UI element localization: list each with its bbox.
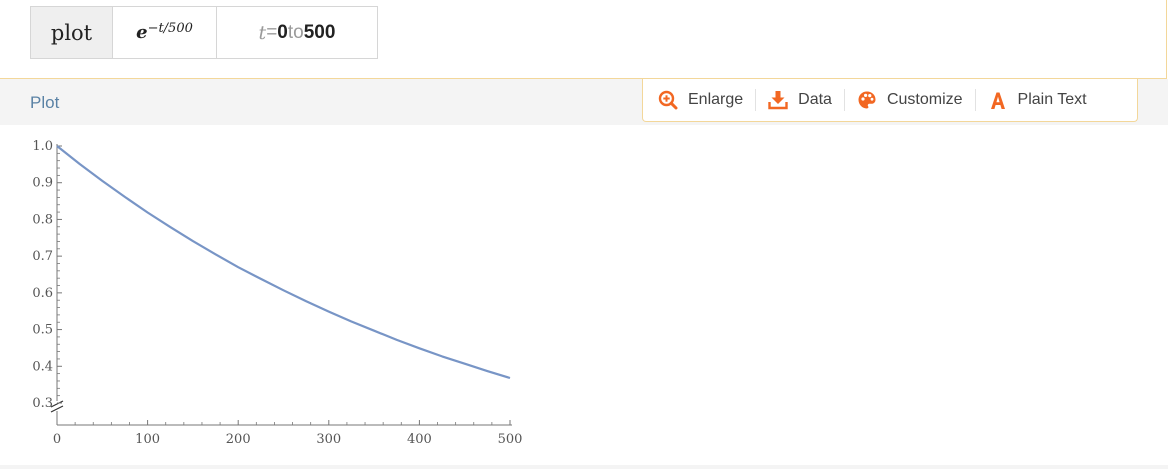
plain-text-label: Plain Text: [1017, 91, 1087, 108]
pod-border-top: [0, 78, 1167, 79]
customize-label: Customize: [886, 91, 963, 108]
x-tick-label: 0: [53, 432, 61, 447]
plot-area: 0.3 0.4 0.5 0.6 0.7 0.8 0.9 1.0 0 100 200 300 400 500: [0, 125, 1168, 465]
data-label: Data: [798, 91, 832, 108]
customize-button[interactable]: Customize: [845, 89, 976, 111]
range-to: 500: [303, 21, 336, 43]
input-interpretation: plot e −t/500 t = 0 to 500: [30, 6, 378, 59]
command-cell: plot: [31, 7, 113, 58]
function-base: e: [136, 22, 148, 43]
y-tick-label: 0.5: [32, 323, 53, 338]
y-tick-label: 0.7: [32, 249, 53, 264]
range-to-word: to: [287, 21, 304, 43]
zoom-in-icon: [658, 90, 678, 110]
function-exponent: −t/500: [147, 21, 193, 36]
axis-break-mark: [50, 405, 64, 413]
y-tick-label: 0.6: [32, 286, 53, 301]
range-cell: t = 0 to 500: [217, 7, 377, 58]
data-button[interactable]: Data: [756, 89, 845, 111]
data-series-line: [56, 145, 511, 380]
pod-border-right: [1166, 0, 1167, 79]
plain-text-button[interactable]: Plain Text: [976, 89, 1099, 111]
x-tick-label: 200: [226, 432, 251, 447]
command-label: plot: [50, 20, 93, 45]
axis-break-mark: [50, 400, 64, 408]
pod-title: Plot: [30, 93, 60, 112]
plot-chart: 0.3 0.4 0.5 0.6 0.7 0.8 0.9 1.0 0 100 200 300 400 500: [32, 139, 523, 447]
range-from: 0: [277, 21, 288, 43]
x-tick-label: 100: [135, 432, 160, 447]
y-tick-label: 1.0: [32, 139, 53, 154]
y-tick-label: 0.9: [32, 176, 53, 191]
x-tick-label: 300: [316, 432, 341, 447]
palette-icon: [858, 91, 876, 109]
function-cell: e −t/500: [113, 7, 217, 58]
x-tick-label: 400: [407, 432, 432, 447]
text-a-icon: [990, 92, 1005, 109]
enlarge-label: Enlarge: [688, 91, 744, 108]
range-equals: =: [266, 21, 278, 43]
pod-bottom-border: [0, 465, 1168, 469]
y-tick-label: 0.3: [32, 396, 53, 411]
y-tick-label: 0.8: [32, 212, 53, 227]
range-variable: t: [258, 21, 267, 44]
y-tick-label: 0.4: [32, 359, 53, 374]
pod-toolbar: Enlarge Data Customize Plain: [642, 79, 1138, 122]
enlarge-button[interactable]: Enlarge: [643, 89, 757, 111]
x-tick-label: 500: [498, 432, 523, 447]
download-icon: [768, 91, 788, 110]
